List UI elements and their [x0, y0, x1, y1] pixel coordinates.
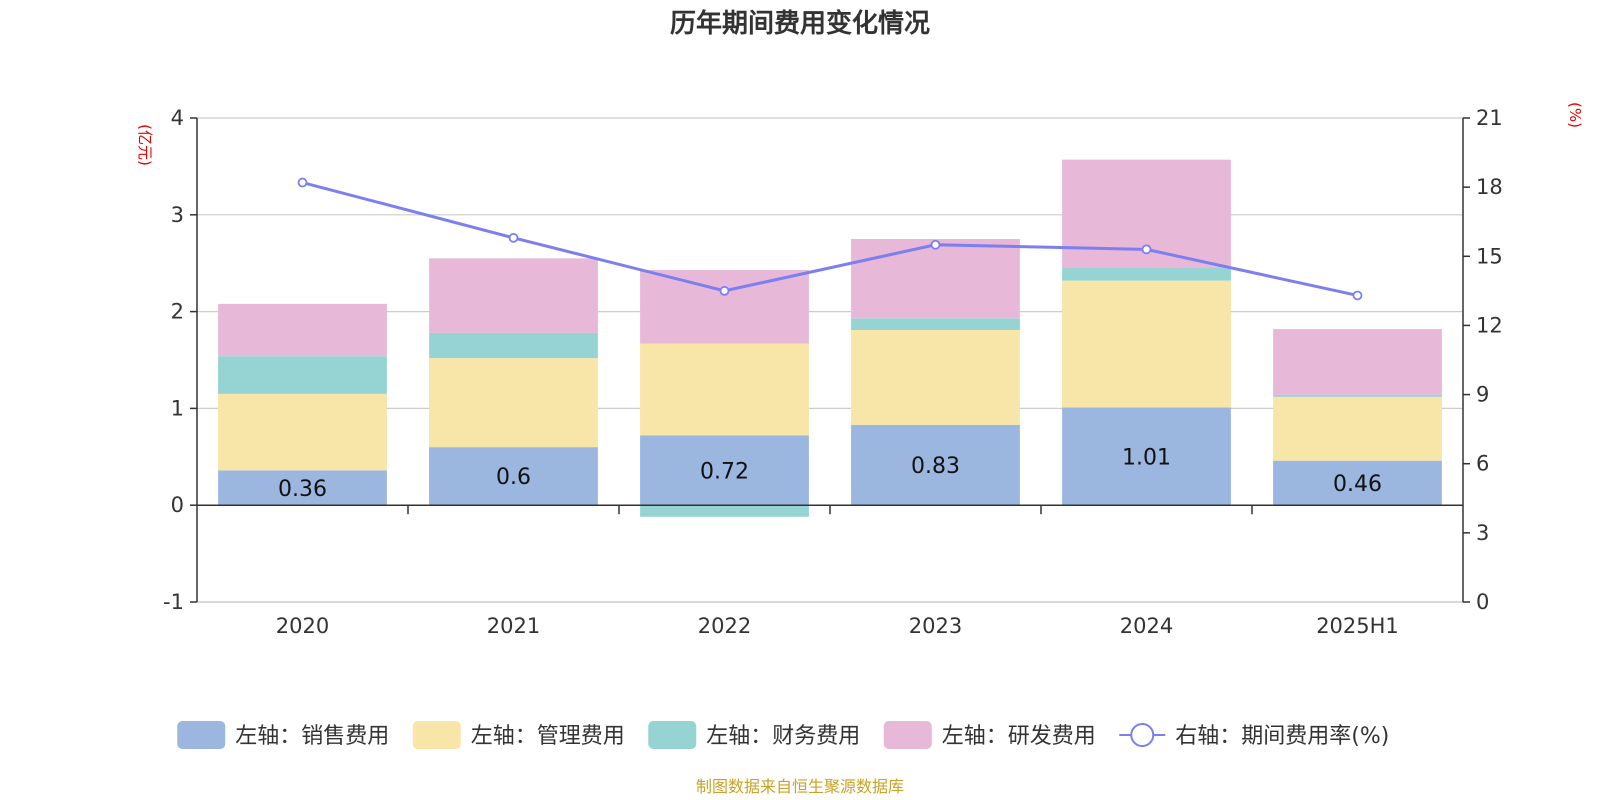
- right-tick-label: 18: [1476, 175, 1503, 199]
- left-tick-label: 4: [171, 106, 184, 130]
- rate-line-point: [1352, 290, 1363, 301]
- bar-segment: [429, 258, 598, 333]
- left-axis-unit: (亿元): [136, 124, 154, 166]
- left-tick-label: 1: [171, 396, 184, 420]
- legend-swatch: [648, 721, 697, 749]
- rate-line: [297, 177, 1363, 301]
- rate-line-path: [302, 181, 1358, 297]
- rate-line-point: [719, 285, 730, 296]
- data-label: 1.01: [1122, 445, 1171, 470]
- data-label: 0.36: [278, 477, 327, 502]
- chart-title: 历年期间费用变化情况: [670, 8, 930, 39]
- legend-swatch: [412, 721, 461, 749]
- bar-segment: [1062, 407, 1231, 506]
- bar-segment: [640, 343, 809, 436]
- legend-swatch: [883, 721, 932, 749]
- x-tick-label: 2020: [276, 614, 329, 638]
- source-note: 制图数据来自恒生聚源数据库: [696, 777, 904, 796]
- bar-segment: [851, 329, 1020, 425]
- bar-segment: [429, 332, 598, 359]
- bar-segment: [640, 505, 809, 517]
- x-tick-label: 2021: [487, 614, 540, 638]
- right-tick-label: 12: [1476, 313, 1503, 337]
- right-axis-unit: (%): [1566, 102, 1584, 128]
- right-tick-label: 21: [1476, 106, 1503, 130]
- bar-segment: [429, 447, 598, 506]
- legend-label: 左轴：财务费用: [706, 724, 860, 749]
- rate-line-point: [508, 232, 519, 243]
- legend: 左轴：销售费用 左轴：管理费用 左轴：财务费用 左轴：研发费用 右轴：期间费用率(%): [177, 721, 1389, 749]
- x-tick-label: 2023: [909, 614, 962, 638]
- grid: [197, 117, 1463, 603]
- bar-segment: [218, 470, 387, 506]
- bar-segment: [851, 318, 1020, 330]
- x-tick-label: 2022: [698, 614, 751, 638]
- right-tick-label: 15: [1476, 244, 1503, 268]
- bar-segment: [1273, 396, 1442, 461]
- right-tick-label: 3: [1476, 521, 1489, 545]
- data-label: 0.46: [1333, 472, 1382, 497]
- bar-segment: [218, 393, 387, 471]
- bar-segment: [640, 269, 809, 344]
- bar-segment: [218, 356, 387, 394]
- legend-swatch: [177, 721, 226, 749]
- right-tick-label: 6: [1476, 452, 1489, 476]
- legend-label: 左轴：管理费用: [471, 724, 625, 749]
- x-tick-label: 2024: [1120, 614, 1173, 638]
- left-tick-label: 2: [171, 300, 184, 324]
- rate-line-point: [1141, 244, 1152, 255]
- legend-marker: [1130, 723, 1155, 747]
- bar-segment: [1062, 280, 1231, 408]
- data-labels: 0.36 0.6 0.72 0.83 1.01 0.46: [278, 445, 1382, 501]
- bar-segment: [218, 303, 387, 357]
- bar-segment: [429, 358, 598, 448]
- rate-line-point: [297, 177, 308, 188]
- legend-label: 左轴：销售费用: [235, 724, 389, 749]
- bars: [218, 159, 1442, 517]
- bar-segment: [1273, 329, 1442, 395]
- legend-label: 左轴：研发费用: [942, 724, 1096, 749]
- left-tick-label: 3: [171, 203, 184, 227]
- left-tick-label: 0: [171, 493, 184, 517]
- x-tick-label: 2025H1: [1316, 614, 1399, 638]
- bar-segment: [1273, 460, 1442, 506]
- right-tick-label: 9: [1476, 383, 1489, 407]
- right-tick-label: 0: [1476, 590, 1489, 614]
- data-label: 0.83: [911, 454, 960, 479]
- rate-line-point: [930, 239, 941, 250]
- left-tick-label: -1: [163, 590, 184, 614]
- bar-segment: [640, 435, 809, 506]
- legend-label: 右轴：期间费用率(%): [1175, 724, 1389, 749]
- bar-segment: [1062, 268, 1231, 281]
- bar-segment: [851, 239, 1020, 319]
- data-label: 0.6: [496, 465, 531, 490]
- bar-segment: [851, 424, 1020, 506]
- data-label: 0.72: [700, 459, 749, 484]
- bar-segment: [1273, 394, 1442, 397]
